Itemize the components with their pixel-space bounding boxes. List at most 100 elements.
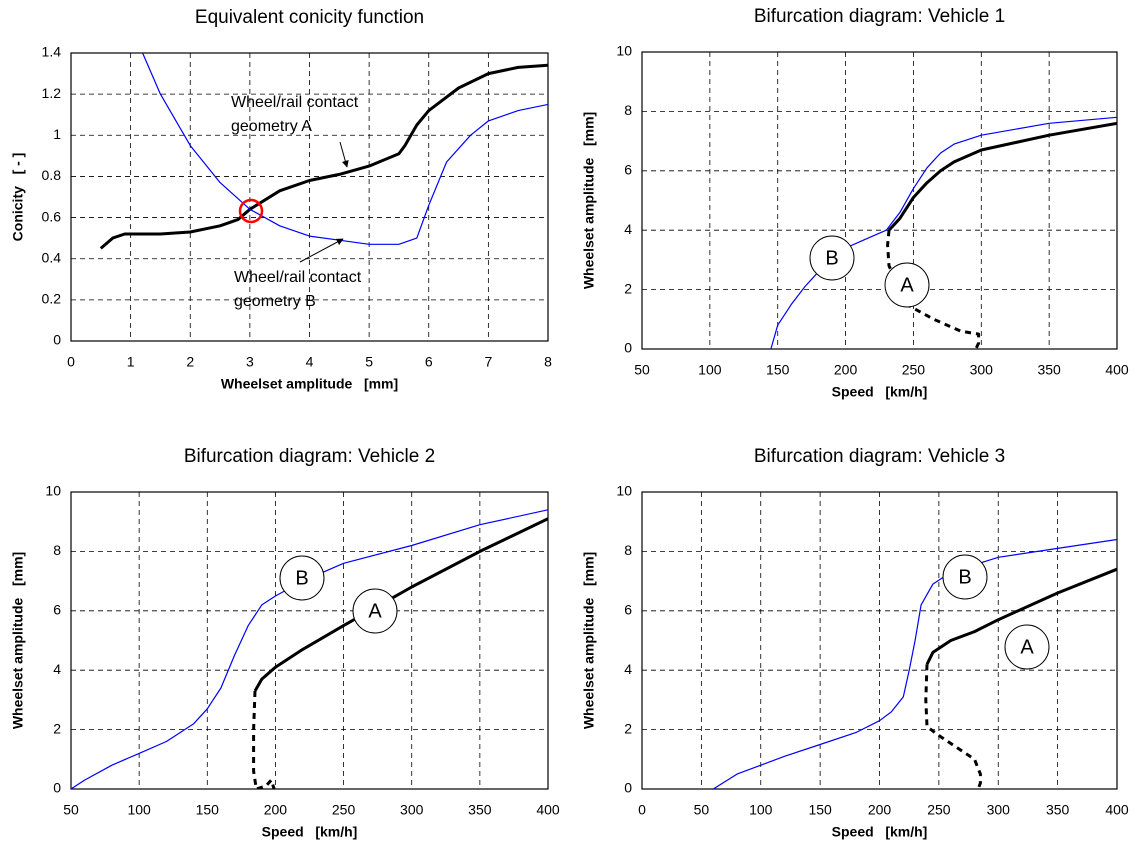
y-tick-label: 8: [53, 542, 61, 558]
y-tick-label: 0: [53, 780, 61, 796]
y-tick-label: 0.4: [42, 249, 62, 265]
y-tick-label: 2: [624, 280, 632, 296]
x-tick-label: 7: [484, 354, 492, 370]
y-tick-label: 0: [624, 340, 632, 356]
annotation-arrow: [339, 141, 349, 168]
series-label-circle: [352, 588, 398, 634]
plot-frame: [70, 491, 549, 790]
x-tick-label: 200: [264, 802, 288, 818]
x-tick-label: 3: [246, 354, 254, 370]
y-axis-label: Wheelset amplitude [mm]: [10, 552, 26, 729]
chart: Bifurcation diagram: Vehicle 3 0 2 4 6 8 100 50…: [581, 446, 1129, 840]
annotation: geometry A: [231, 118, 312, 135]
series-line: [71, 509, 548, 789]
x-tick-label: 250: [332, 802, 356, 818]
x-axis-label: Speed [km/h]: [262, 824, 358, 840]
series-line: [142, 53, 548, 245]
x-tick-label: 150: [766, 362, 790, 378]
x-tick-label: 200: [834, 362, 858, 378]
chart: Bifurcation diagram: Vehicle 2 0 2 4 6 8 10 50 1…: [10, 446, 560, 840]
plot-frame: [641, 51, 1118, 350]
annotation-arrow: [299, 238, 344, 263]
series-label: B: [958, 566, 971, 588]
x-tick-label: 100: [698, 362, 722, 378]
x-tick-label: 300: [400, 802, 424, 818]
x-tick-label: 350: [1037, 362, 1061, 378]
x-tick-label: 350: [1046, 802, 1070, 818]
x-tick-label: 250: [927, 802, 951, 818]
chart-title: Bifurcation diagram: Vehicle 3: [754, 446, 1005, 467]
x-tick-label: 0: [638, 802, 646, 818]
intersection-marker: [238, 198, 264, 224]
y-tick-label: 6: [624, 602, 632, 618]
y-tick-label: 6: [53, 602, 61, 618]
series-label: A: [900, 274, 914, 296]
x-axis-label: Speed [km/h]: [832, 824, 928, 840]
x-axis-label: Speed [km/h]: [832, 384, 928, 400]
series-label-circle: [942, 554, 988, 600]
x-tick-label: 50: [694, 802, 710, 818]
y-tick-label: 10: [616, 43, 632, 59]
y-tick-label: 4: [53, 661, 61, 677]
y-tick-label: 0.2: [42, 291, 62, 307]
y-axis-label: Conicity [ - ]: [10, 153, 26, 242]
chart-title: Equivalent conicity function: [195, 7, 424, 28]
x-tick-label: 350: [468, 802, 492, 818]
series-line: [924, 664, 982, 789]
y-tick-label: 4: [624, 661, 632, 677]
y-tick-label: 2: [53, 720, 61, 736]
chart-title: Bifurcation diagram: Vehicle 2: [184, 446, 435, 467]
x-tick-label: 50: [63, 802, 79, 818]
series-label: B: [295, 567, 308, 589]
plot-frame: [70, 52, 549, 342]
plot-frame: [641, 491, 1118, 790]
series-label-circle: [809, 235, 855, 281]
y-tick-label: 1.2: [42, 85, 62, 101]
x-tick-label: 300: [987, 802, 1011, 818]
y-tick-label: 0: [624, 780, 632, 796]
series-label: B: [825, 247, 838, 269]
x-tick-label: 6: [425, 354, 433, 370]
y-axis-label: Wheelset amplitude [mm]: [581, 552, 597, 729]
x-tick-label: 100: [749, 802, 773, 818]
annotation: geometry B: [234, 293, 316, 310]
x-tick-label: 4: [306, 354, 314, 370]
series-label: A: [368, 600, 382, 622]
series-label-circle: [1004, 624, 1050, 670]
x-tick-label: 100: [127, 802, 151, 818]
y-tick-label: 0.6: [42, 208, 62, 224]
y-tick-label: 8: [624, 102, 632, 118]
y-tick-label: 0.8: [42, 167, 62, 183]
chart: Equivalent conicity function 0 0.2 0.4 0.6 0.…: [10, 7, 552, 392]
x-axis-label: Wheelset amplitude [mm]: [221, 376, 398, 392]
x-tick-label: 300: [970, 362, 994, 378]
x-tick-label: 150: [808, 802, 832, 818]
series-line: [99, 63, 548, 250]
y-tick-label: 4: [624, 221, 632, 237]
y-tick-label: 2: [624, 720, 632, 736]
x-tick-label: 50: [634, 362, 650, 378]
x-tick-label: 400: [1105, 802, 1129, 818]
x-tick-label: 400: [1105, 362, 1129, 378]
series-line: [925, 567, 1117, 665]
series-line: [252, 690, 276, 789]
x-tick-label: 5: [365, 354, 373, 370]
series-label: A: [1020, 636, 1034, 658]
annotation: Wheel/rail contact: [231, 94, 359, 111]
series-label-circle: [884, 262, 930, 308]
y-tick-label: 10: [45, 483, 61, 499]
y-axis-label: Wheelset amplitude [mm]: [581, 112, 597, 289]
y-tick-label: 6: [624, 162, 632, 178]
y-tick-label: 1.4: [42, 44, 62, 60]
series-line: [770, 116, 1117, 349]
x-tick-label: 200: [868, 802, 892, 818]
chart-title: Bifurcation diagram: Vehicle 1: [754, 6, 1005, 27]
x-tick-label: 0: [67, 354, 75, 370]
x-tick-label: 1: [127, 354, 135, 370]
y-tick-label: 8: [624, 542, 632, 558]
annotation: Wheel/rail contact: [234, 269, 362, 286]
x-tick-label: 8: [544, 354, 552, 370]
x-tick-label: 150: [196, 802, 220, 818]
y-tick-label: 0: [53, 332, 61, 348]
